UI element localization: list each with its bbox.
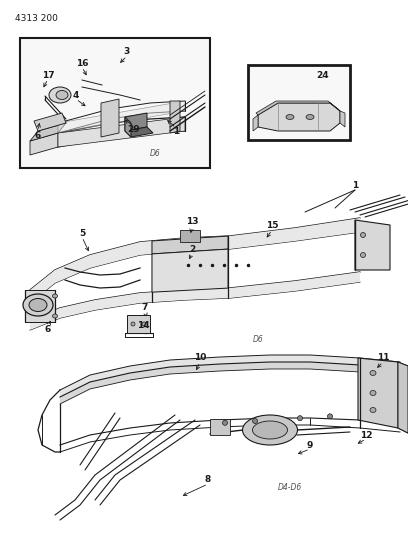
- Polygon shape: [58, 117, 185, 147]
- Polygon shape: [270, 355, 310, 362]
- Text: 12: 12: [360, 431, 372, 440]
- Polygon shape: [258, 103, 340, 131]
- Polygon shape: [25, 290, 55, 322]
- Polygon shape: [220, 362, 270, 371]
- Text: 10: 10: [194, 353, 206, 362]
- Text: 6: 6: [45, 326, 51, 335]
- Polygon shape: [270, 362, 310, 369]
- Text: 3: 3: [124, 47, 130, 56]
- Text: 2: 2: [189, 245, 195, 254]
- Polygon shape: [58, 101, 185, 133]
- Polygon shape: [130, 367, 170, 380]
- Text: 11: 11: [377, 353, 389, 362]
- Polygon shape: [310, 362, 360, 372]
- Text: 13: 13: [186, 217, 198, 227]
- Polygon shape: [358, 358, 398, 428]
- Ellipse shape: [370, 408, 376, 413]
- Ellipse shape: [253, 418, 257, 423]
- Polygon shape: [310, 355, 360, 365]
- Polygon shape: [60, 375, 90, 397]
- Text: 9: 9: [307, 440, 313, 449]
- Polygon shape: [170, 101, 180, 133]
- Polygon shape: [125, 127, 153, 137]
- Polygon shape: [180, 230, 200, 242]
- Polygon shape: [360, 365, 400, 376]
- Text: 4: 4: [73, 91, 79, 100]
- Polygon shape: [101, 99, 119, 137]
- Ellipse shape: [131, 322, 135, 326]
- Polygon shape: [30, 218, 360, 303]
- Polygon shape: [30, 272, 360, 330]
- Text: 17: 17: [42, 70, 54, 79]
- Polygon shape: [340, 111, 345, 127]
- Polygon shape: [355, 220, 390, 270]
- Text: 6: 6: [35, 131, 41, 140]
- Ellipse shape: [222, 421, 228, 425]
- Polygon shape: [90, 366, 130, 382]
- Polygon shape: [90, 373, 130, 389]
- Polygon shape: [125, 113, 147, 131]
- Text: 1: 1: [173, 127, 179, 136]
- Text: 24: 24: [317, 71, 329, 80]
- Ellipse shape: [49, 87, 71, 103]
- Polygon shape: [152, 249, 228, 292]
- Ellipse shape: [297, 416, 302, 421]
- Text: 5: 5: [79, 229, 85, 238]
- Ellipse shape: [242, 415, 297, 445]
- Ellipse shape: [328, 414, 333, 419]
- Ellipse shape: [306, 115, 314, 119]
- Text: D6: D6: [150, 149, 161, 158]
- Polygon shape: [253, 115, 258, 131]
- Text: 29: 29: [128, 125, 140, 134]
- Text: 7: 7: [142, 303, 148, 312]
- Bar: [248, 65, 350, 140]
- Polygon shape: [398, 362, 408, 433]
- Ellipse shape: [29, 298, 47, 311]
- Text: 4313 200: 4313 200: [15, 14, 58, 23]
- Polygon shape: [60, 382, 90, 404]
- Text: 1: 1: [352, 181, 358, 190]
- Polygon shape: [30, 123, 66, 141]
- Polygon shape: [130, 360, 170, 373]
- Text: D4-D6: D4-D6: [278, 483, 302, 492]
- Ellipse shape: [142, 322, 146, 326]
- Ellipse shape: [53, 294, 58, 298]
- Polygon shape: [34, 113, 66, 131]
- Polygon shape: [170, 357, 220, 367]
- Polygon shape: [152, 236, 228, 254]
- Text: 16: 16: [76, 59, 88, 68]
- Ellipse shape: [361, 253, 366, 257]
- Polygon shape: [30, 133, 58, 155]
- Polygon shape: [220, 355, 270, 364]
- Ellipse shape: [253, 421, 288, 439]
- Polygon shape: [170, 364, 220, 374]
- Ellipse shape: [370, 391, 376, 395]
- Polygon shape: [256, 101, 340, 115]
- Text: D6: D6: [253, 335, 264, 344]
- Bar: [20, 38, 210, 168]
- Text: 8: 8: [205, 475, 211, 484]
- Text: 15: 15: [266, 222, 278, 230]
- Polygon shape: [210, 419, 230, 435]
- Polygon shape: [127, 315, 150, 333]
- Polygon shape: [125, 117, 131, 137]
- Ellipse shape: [370, 370, 376, 376]
- Ellipse shape: [286, 115, 294, 119]
- Polygon shape: [360, 358, 400, 369]
- Ellipse shape: [23, 294, 53, 316]
- Text: 14: 14: [137, 320, 149, 329]
- Ellipse shape: [361, 232, 366, 238]
- Ellipse shape: [56, 91, 68, 100]
- Ellipse shape: [53, 314, 58, 318]
